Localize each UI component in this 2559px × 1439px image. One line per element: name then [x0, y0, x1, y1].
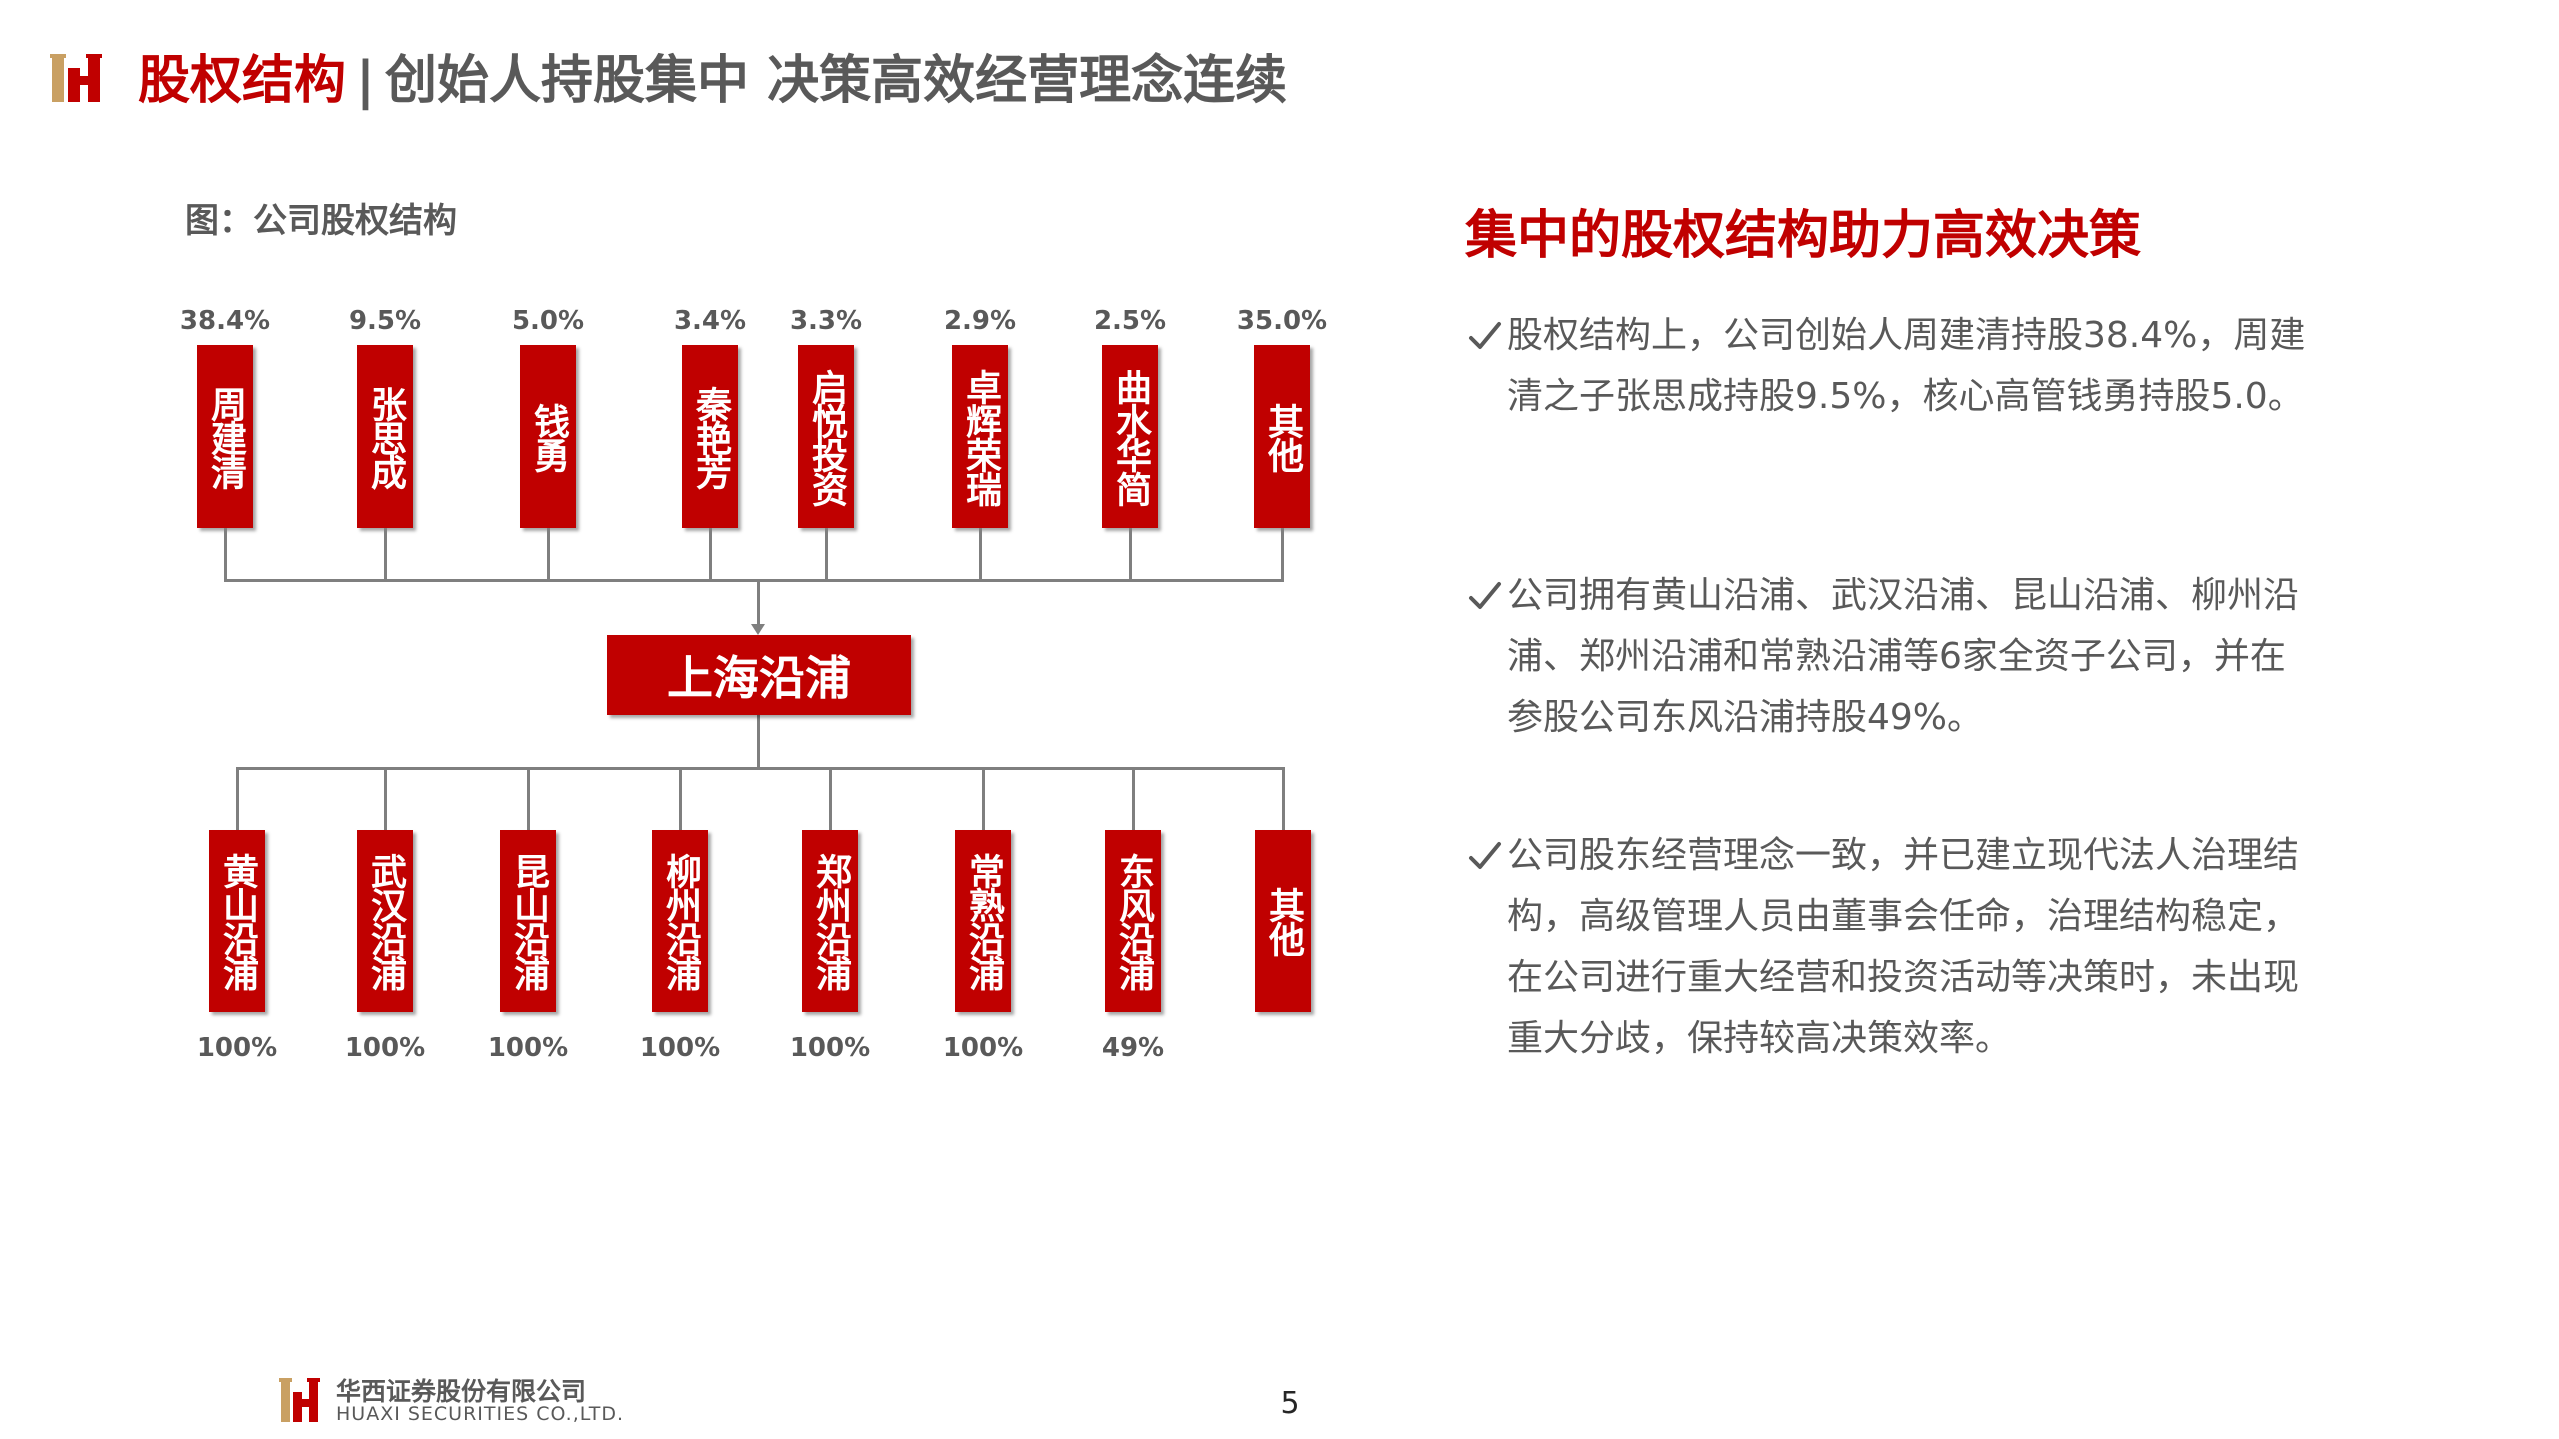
footer-logo-icon [279, 1378, 320, 1422]
shareholder-box: 卓辉荣瑞 [952, 345, 1008, 528]
connector-bus [235, 766, 1285, 770]
connector-line [383, 528, 387, 580]
shareholder-percent: 2.9% [943, 306, 1017, 336]
footer-company-en: HUAXI SECURITIES CO.,LTD. [336, 1403, 624, 1425]
subsidiary-name: 黄山沿浦 [217, 853, 258, 989]
connector-bus [223, 578, 1284, 582]
checkmark-icon [1469, 842, 1501, 869]
connector-line [1280, 528, 1284, 580]
bullet-text: 股权结构上，公司创始人周建清持股38.4%，周建清之子张思成持股9.5%，核心高… [1507, 315, 2306, 417]
subsidiary-box: 昆山沿浦 [500, 830, 556, 1012]
footer-company-cn: 华西证券股份有限公司 [336, 1377, 587, 1406]
shareholder-percent: 9.5% [348, 306, 422, 336]
connector-line [824, 528, 828, 580]
subsidiary-percent: 100% [196, 1033, 278, 1063]
bullet-text: 公司股东经营理念一致，并已建立现代法人治理结构，高级管理人员由董事会任命，治理结… [1507, 835, 2300, 1059]
page-number: 5 [1280, 1386, 1300, 1421]
subsidiary-percent: 100% [942, 1033, 1024, 1063]
shareholder-box: 其他 [1254, 345, 1310, 528]
checkmark-icon [1469, 322, 1501, 349]
shareholder-percent: 35.0% [1236, 306, 1328, 336]
subsidiary-name: 常熟沿浦 [963, 853, 1004, 989]
subsidiary-name: 其他 [1263, 887, 1304, 955]
center-company-label: 上海沿浦 [667, 651, 851, 705]
shareholder-percent: 38.4% [179, 306, 271, 336]
connector-line [1131, 768, 1135, 830]
shareholder-percent: 5.0% [511, 306, 585, 336]
bullet-item: 公司拥有黄山沿浦、武汉沿浦、昆山沿浦、柳州沿浦、郑州沿浦和常熟沿浦等6家全资子公… [1465, 565, 2315, 748]
subsidiary-name: 柳州沿浦 [660, 853, 701, 989]
connector-line [981, 768, 985, 830]
panel-heading: 集中的股权结构助力高效决策 [1465, 206, 2142, 266]
subsidiary-name: 武汉沿浦 [365, 853, 406, 989]
company-logo-icon [50, 54, 102, 102]
shareholder-name: 启悦投资 [806, 368, 847, 505]
shareholder-box: 钱勇 [520, 345, 576, 528]
title-subtitle: 创始人持股集中 决策高效经营理念连续 [385, 51, 1288, 111]
shareholder-name: 钱勇 [528, 402, 569, 471]
connector-line [757, 715, 760, 768]
shareholder-box: 张思成 [357, 345, 413, 528]
shareholder-percent: 3.3% [789, 306, 863, 336]
shareholder-name: 曲水华简 [1110, 368, 1151, 505]
subsidiary-name: 郑州沿浦 [810, 853, 851, 989]
arrow-down-icon [751, 624, 765, 635]
shareholder-box: 秦艳芳 [682, 345, 738, 528]
shareholder-name: 周建清 [205, 385, 246, 488]
subsidiary-name: 东风沿浦 [1113, 853, 1154, 989]
connector-line [978, 528, 982, 580]
subsidiary-box: 黄山沿浦 [209, 830, 265, 1012]
subsidiary-box: 郑州沿浦 [802, 830, 858, 1012]
connector-line [526, 768, 530, 830]
shareholder-percent: 2.5% [1093, 306, 1167, 336]
bullet-item: 公司股东经营理念一致，并已建立现代法人治理结构，高级管理人员由董事会任命，治理结… [1465, 825, 2315, 1069]
shareholder-box: 曲水华简 [1102, 345, 1158, 528]
subsidiary-percent: 100% [344, 1033, 426, 1063]
checkmark-icon [1469, 582, 1501, 609]
shareholder-name: 张思成 [365, 385, 406, 488]
connector-line [235, 768, 239, 830]
subsidiary-percent: 49% [1101, 1033, 1165, 1063]
subsidiary-box: 武汉沿浦 [357, 830, 413, 1012]
subsidiary-percent: 100% [487, 1033, 569, 1063]
shareholder-box: 周建清 [197, 345, 253, 528]
bullet-text: 公司拥有黄山沿浦、武汉沿浦、昆山沿浦、柳州沿浦、郑州沿浦和常熟沿浦等6家全资子公… [1507, 575, 2300, 738]
subsidiary-box: 常熟沿浦 [955, 830, 1011, 1012]
connector-line [383, 768, 387, 830]
connector-line [1281, 768, 1285, 830]
figure-caption: 图：公司股权结构 [185, 201, 457, 241]
center-company-box: 上海沿浦 [607, 635, 911, 715]
shareholder-percent: 3.4% [673, 306, 747, 336]
shareholder-name: 其他 [1262, 402, 1303, 471]
title-separator: | [356, 51, 376, 111]
bullet-item: 股权结构上，公司创始人周建清持股38.4%，周建清之子张思成持股9.5%，核心高… [1465, 305, 2315, 427]
shareholder-name: 卓辉荣瑞 [960, 368, 1001, 505]
connector-line [1128, 528, 1132, 580]
subsidiary-percent: 100% [639, 1033, 721, 1063]
subsidiary-box: 柳州沿浦 [652, 830, 708, 1012]
connector-line [546, 528, 550, 580]
shareholder-name: 秦艳芳 [690, 385, 731, 488]
connector-line [708, 528, 712, 580]
shareholder-box: 启悦投资 [798, 345, 854, 528]
title-main: 股权结构 [138, 51, 347, 111]
connector-line [757, 580, 760, 628]
subsidiary-percent: 100% [789, 1033, 871, 1063]
subsidiary-box: 东风沿浦 [1105, 830, 1161, 1012]
connector-line [828, 768, 832, 830]
subsidiary-name: 昆山沿浦 [508, 853, 549, 989]
connector-line [678, 768, 682, 830]
page-title: 股权结构 | 创始人持股集中 决策高效经营理念连续 [138, 46, 1287, 116]
connector-line [223, 528, 227, 580]
subsidiary-box: 其他 [1255, 830, 1311, 1012]
